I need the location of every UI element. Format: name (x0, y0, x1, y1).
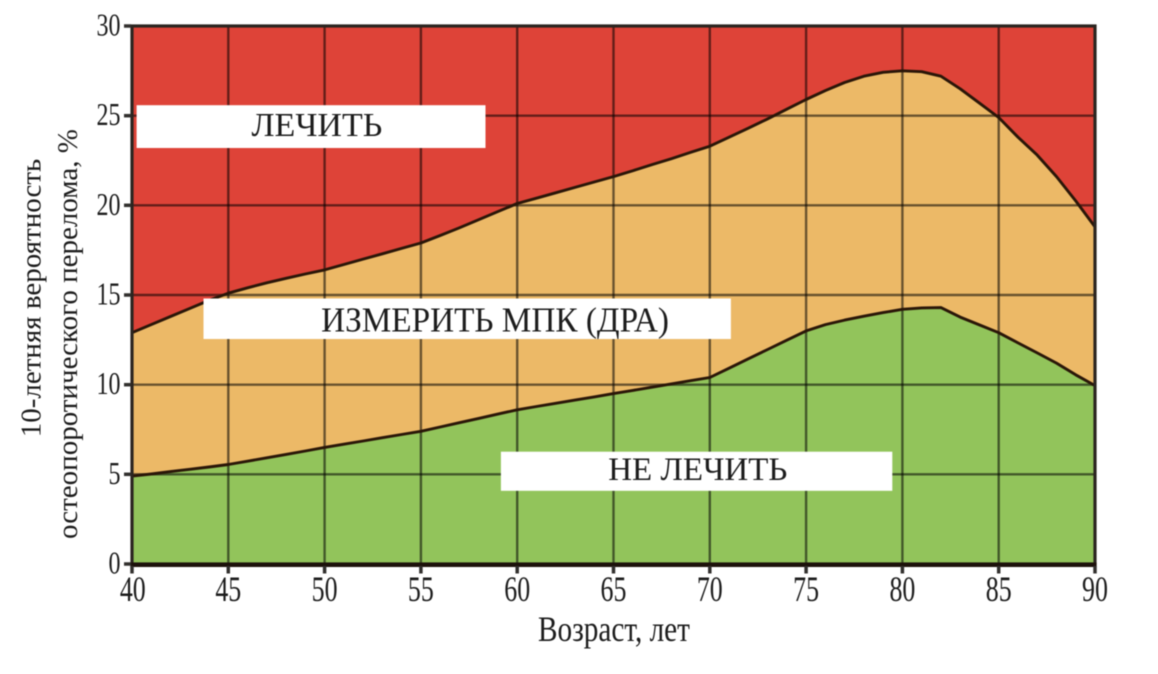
svg-text:остеопоротического перелома, %: остеопоротического перелома, % (52, 129, 84, 539)
svg-text:80: 80 (889, 569, 915, 609)
svg-text:40: 40 (120, 569, 146, 609)
svg-text:ЛЕЧИТЬ: ЛЕЧИТЬ (252, 107, 383, 144)
svg-text:20: 20 (97, 188, 121, 223)
svg-text:Возраст, лет: Возраст, лет (538, 610, 690, 650)
svg-text:НЕ ЛЕЧИТЬ: НЕ ЛЕЧИТЬ (608, 452, 787, 488)
svg-text:5: 5 (109, 457, 121, 492)
svg-text:30: 30 (97, 8, 121, 43)
svg-text:0: 0 (109, 546, 121, 581)
svg-text:ИЗМЕРИТЬ МПК (ДРА): ИЗМЕРИТЬ МПК (ДРА) (321, 302, 669, 340)
svg-text:75: 75 (793, 569, 819, 609)
svg-text:90: 90 (1082, 569, 1108, 609)
svg-text:50: 50 (312, 569, 338, 609)
svg-text:85: 85 (986, 569, 1012, 609)
svg-text:65: 65 (601, 569, 627, 609)
svg-text:60: 60 (504, 569, 530, 609)
svg-text:10-летняя вероятность: 10-летняя вероятность (16, 159, 48, 438)
svg-text:55: 55 (408, 569, 434, 609)
svg-text:10: 10 (97, 367, 121, 402)
svg-text:70: 70 (697, 569, 723, 609)
svg-text:15: 15 (97, 277, 121, 312)
svg-text:25: 25 (97, 98, 121, 133)
svg-text:45: 45 (215, 569, 241, 609)
